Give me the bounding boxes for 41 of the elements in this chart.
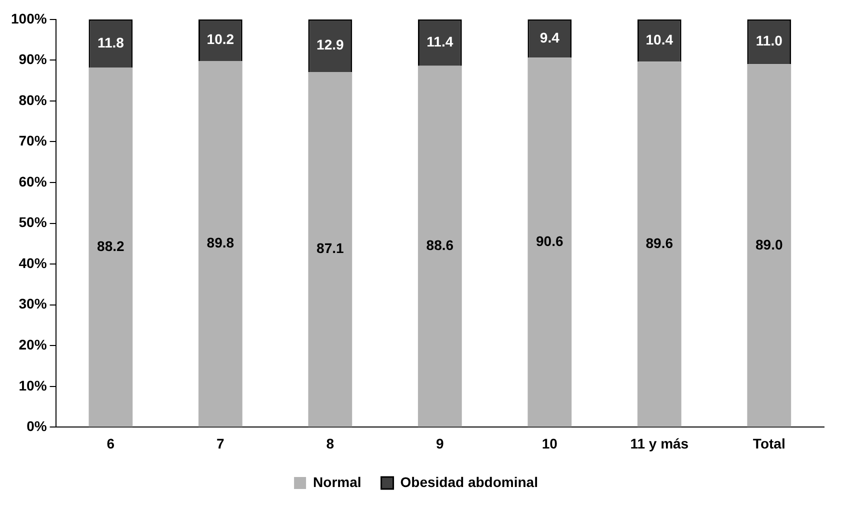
- y-tick-label: 40%: [18, 254, 48, 271]
- x-tick-label: 10: [542, 435, 558, 452]
- data-label: 89.0: [756, 236, 783, 252]
- x-tick-label: 6: [106, 435, 115, 452]
- data-label: 10.4: [646, 31, 674, 48]
- bar: [198, 60, 242, 427]
- data-label: 11.4: [426, 34, 454, 50]
- x-tick-label: 8: [326, 435, 334, 452]
- x-tick-label: 11 y más: [630, 435, 689, 452]
- data-label: 10.2: [206, 31, 234, 48]
- data-label: 11.0: [756, 32, 783, 49]
- y-tick-label: 0%: [26, 418, 48, 434]
- data-label: 12.9: [316, 36, 344, 53]
- data-label: 90.6: [536, 233, 564, 250]
- data-label: 87.1: [316, 240, 344, 256]
- data-label: 89.8: [206, 234, 234, 251]
- legend-label: Obesidad abdominal: [400, 474, 538, 490]
- data-label: 89.6: [646, 235, 674, 252]
- y-tick-label: 30%: [18, 296, 48, 312]
- data-label: 88.2: [97, 238, 125, 254]
- y-tick-label: 20%: [18, 336, 48, 352]
- y-tick-label: 80%: [18, 92, 48, 108]
- x-tick-label: Total: [752, 435, 786, 452]
- y-tick-label: 60%: [18, 173, 48, 190]
- data-label: 11.8: [97, 34, 124, 50]
- y-tick-label: 100%: [10, 10, 48, 26]
- y-tick-label: 70%: [18, 132, 48, 149]
- y-tick-label: 90%: [18, 51, 48, 68]
- y-tick-label: 50%: [18, 214, 48, 230]
- x-tick-label: 9: [436, 435, 444, 452]
- bar: [637, 62, 682, 427]
- bar: [418, 66, 462, 427]
- y-tick-label: 10%: [18, 377, 48, 394]
- data-label: 88.6: [426, 237, 454, 254]
- bar: [528, 58, 572, 427]
- bar: [308, 72, 352, 427]
- legend-label: Normal: [313, 474, 362, 490]
- bar: [88, 68, 133, 427]
- x-tick-label: 7: [216, 435, 225, 452]
- data-label: 9.4: [540, 29, 560, 46]
- bar: [747, 64, 792, 427]
